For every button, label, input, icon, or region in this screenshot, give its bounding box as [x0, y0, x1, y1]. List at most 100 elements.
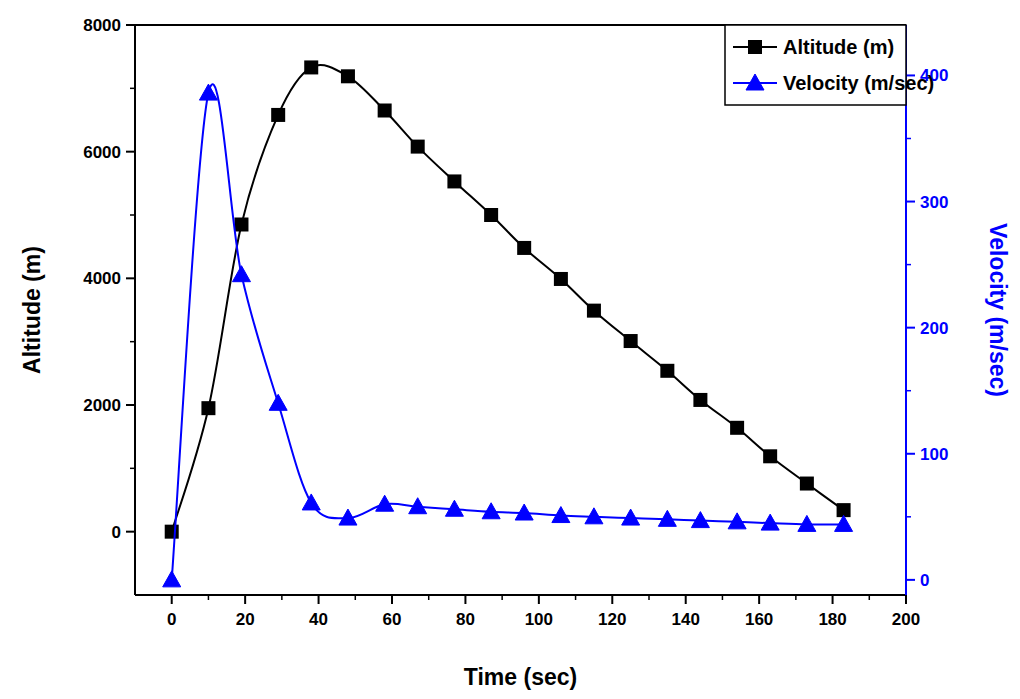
series-marker [800, 477, 814, 491]
series-marker [515, 504, 533, 520]
x-minor-tick [281, 595, 283, 600]
y2-axis [905, 25, 907, 595]
y2-tick [906, 579, 915, 581]
x-tick [685, 595, 687, 604]
x-minor-tick [501, 595, 503, 600]
series-marker [339, 509, 357, 525]
legend: Altitude (m) Velocity (m/sec) [725, 25, 934, 105]
series-marker [552, 507, 570, 523]
series-marker [585, 508, 603, 524]
x-tick [758, 595, 760, 604]
series-marker [517, 241, 531, 255]
legend-marker [746, 74, 764, 90]
x-axis [135, 594, 906, 596]
y2-axis-title: Velocity (m/sec) [985, 223, 1011, 397]
y-minor-tick [130, 468, 135, 470]
y2-tick-label: 100 [920, 445, 948, 464]
series-marker [302, 494, 320, 510]
y-minor-tick [130, 88, 135, 90]
x-tick [611, 595, 613, 604]
series-marker [660, 364, 674, 378]
x-tick-label: 60 [383, 610, 402, 629]
y-tick-label: 2000 [83, 396, 121, 415]
y2-tick [906, 453, 915, 455]
x-tick-label: 80 [456, 610, 475, 629]
y2-tick-label: 300 [920, 193, 948, 212]
series-marker [341, 69, 355, 83]
series-marker [730, 421, 744, 435]
legend-label: Velocity (m/sec) [783, 72, 934, 94]
y-tick-label: 6000 [83, 143, 121, 162]
y2-tick [906, 201, 915, 203]
legend-label: Altitude (m) [783, 36, 894, 58]
x-minor-tick [722, 595, 724, 600]
series-marker [269, 394, 287, 410]
series-marker [201, 401, 215, 415]
y-minor-tick [130, 341, 135, 343]
series-marker [378, 104, 392, 118]
series-marker [482, 503, 500, 519]
series-marker [409, 498, 427, 514]
x-tick-label: 0 [167, 610, 176, 629]
x-tick [538, 595, 540, 604]
x-tick [318, 595, 320, 604]
series-marker [232, 266, 250, 282]
x-tick-label: 100 [525, 610, 553, 629]
series-marker [411, 140, 425, 154]
x-tick-label: 200 [892, 610, 920, 629]
series-marker [199, 84, 217, 100]
x-tick-label: 120 [598, 610, 626, 629]
x-minor-tick [355, 595, 357, 600]
series-marker [376, 495, 394, 511]
series-marker [271, 108, 285, 122]
y-tick-label: 0 [112, 523, 121, 542]
x-tick [391, 595, 393, 604]
x-tick [832, 595, 834, 604]
series-marker [234, 218, 248, 232]
y-tick [126, 277, 135, 279]
y2-minor-tick [906, 516, 911, 518]
x-tick [905, 595, 907, 604]
legend-marker [748, 40, 762, 54]
x-tick [464, 595, 466, 604]
y2-tick-label: 200 [920, 319, 948, 338]
y-tick-label: 8000 [83, 16, 121, 35]
x-tick-label: 20 [236, 610, 255, 629]
y-tick [126, 404, 135, 406]
series-marker [624, 334, 638, 348]
series-marker [163, 571, 181, 587]
x-tick-label: 40 [309, 610, 328, 629]
series-marker [622, 509, 640, 525]
x-tick-label: 160 [745, 610, 773, 629]
y-tick [126, 531, 135, 533]
x-tick [244, 595, 246, 604]
y2-minor-tick [906, 390, 911, 392]
y-tick [126, 151, 135, 153]
series-marker [728, 513, 746, 529]
series-marker [763, 449, 777, 463]
series-marker [304, 60, 318, 74]
x-tick [171, 595, 173, 604]
series-marker [165, 525, 179, 539]
series-line [172, 84, 844, 580]
series-marker [835, 515, 853, 531]
y2-tick [906, 327, 915, 329]
series-marker [693, 393, 707, 407]
y-axis-title: Altitude (m) [19, 246, 45, 374]
plot-area [163, 60, 853, 586]
x-minor-tick [795, 595, 797, 600]
series-marker [447, 174, 461, 188]
chart: 0204060801001201401601802000200040006000… [0, 0, 1020, 699]
series-marker [484, 208, 498, 222]
x-tick-label: 180 [818, 610, 846, 629]
x-axis-title: Time (sec) [464, 664, 577, 690]
y-axis [134, 25, 136, 595]
y-tick-label: 4000 [83, 269, 121, 288]
x-minor-tick [428, 595, 430, 600]
y2-minor-tick [906, 138, 911, 140]
series-marker [658, 510, 676, 526]
series-marker [761, 514, 779, 530]
x-tick-label: 140 [672, 610, 700, 629]
series-line [172, 65, 844, 532]
x-minor-tick [648, 595, 650, 600]
